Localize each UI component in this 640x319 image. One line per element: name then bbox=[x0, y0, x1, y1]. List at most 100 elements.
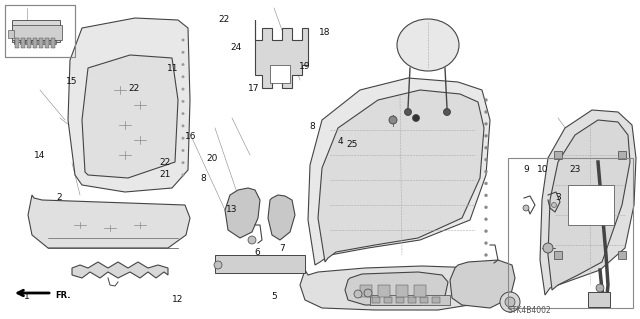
Text: 22: 22 bbox=[218, 15, 230, 24]
Bar bbox=[396, 297, 404, 303]
Bar bbox=[618, 151, 626, 159]
Text: 22: 22 bbox=[129, 84, 140, 93]
Bar bbox=[360, 285, 372, 297]
Circle shape bbox=[182, 63, 184, 66]
Text: 23: 23 bbox=[569, 165, 580, 174]
Circle shape bbox=[182, 112, 184, 115]
Bar bbox=[12, 20, 60, 42]
Circle shape bbox=[354, 290, 362, 298]
Bar bbox=[8, 30, 14, 38]
Text: 18: 18 bbox=[319, 28, 331, 37]
Text: 21: 21 bbox=[159, 170, 171, 179]
Text: 6: 6 bbox=[255, 248, 260, 256]
Circle shape bbox=[182, 137, 184, 139]
Bar bbox=[36, 30, 40, 40]
Bar bbox=[270, 65, 290, 83]
Polygon shape bbox=[548, 120, 630, 290]
Text: 1: 1 bbox=[24, 292, 29, 301]
Polygon shape bbox=[68, 18, 190, 192]
Circle shape bbox=[182, 174, 184, 176]
Bar bbox=[21, 38, 25, 48]
Bar bbox=[25, 30, 29, 40]
Circle shape bbox=[596, 284, 604, 292]
Circle shape bbox=[364, 289, 372, 297]
Bar bbox=[47, 30, 51, 40]
Circle shape bbox=[182, 88, 184, 90]
Polygon shape bbox=[268, 195, 295, 240]
Circle shape bbox=[214, 261, 222, 269]
Text: 20: 20 bbox=[207, 154, 218, 163]
Polygon shape bbox=[540, 110, 636, 295]
Circle shape bbox=[484, 122, 488, 125]
Bar bbox=[36, 40, 40, 44]
Circle shape bbox=[484, 182, 488, 185]
Polygon shape bbox=[255, 20, 308, 88]
Circle shape bbox=[182, 149, 184, 152]
Circle shape bbox=[484, 134, 488, 137]
Bar bbox=[568, 185, 614, 225]
Circle shape bbox=[182, 100, 184, 103]
Circle shape bbox=[182, 51, 184, 54]
Bar bbox=[39, 38, 43, 48]
Circle shape bbox=[248, 236, 256, 244]
Bar bbox=[52, 30, 56, 40]
Bar bbox=[31, 40, 34, 44]
Text: 14: 14 bbox=[34, 151, 45, 160]
Bar bbox=[420, 297, 428, 303]
Bar bbox=[414, 285, 426, 297]
Circle shape bbox=[444, 108, 451, 115]
Text: 4: 4 bbox=[338, 137, 343, 146]
Circle shape bbox=[484, 230, 488, 233]
Bar bbox=[52, 40, 56, 44]
Bar bbox=[372, 297, 380, 303]
Polygon shape bbox=[225, 188, 260, 238]
Text: 12: 12 bbox=[172, 295, 184, 304]
Bar bbox=[384, 297, 392, 303]
Bar bbox=[42, 30, 45, 40]
Polygon shape bbox=[450, 260, 515, 308]
Bar bbox=[25, 40, 29, 44]
Circle shape bbox=[523, 205, 529, 211]
Bar bbox=[12, 25, 62, 40]
Polygon shape bbox=[72, 262, 168, 278]
Bar bbox=[27, 38, 31, 48]
Polygon shape bbox=[345, 272, 448, 305]
Circle shape bbox=[500, 292, 520, 312]
Bar bbox=[554, 151, 562, 159]
Text: 11: 11 bbox=[167, 64, 179, 73]
Text: 13: 13 bbox=[226, 205, 237, 214]
Circle shape bbox=[552, 203, 557, 207]
Bar bbox=[45, 38, 49, 48]
Text: 25: 25 bbox=[346, 140, 358, 149]
Circle shape bbox=[182, 76, 184, 78]
Circle shape bbox=[484, 158, 488, 161]
Bar bbox=[618, 251, 626, 259]
Text: 22: 22 bbox=[159, 158, 171, 167]
Bar bbox=[14, 30, 17, 40]
Bar bbox=[215, 255, 305, 273]
Circle shape bbox=[484, 170, 488, 173]
Circle shape bbox=[404, 108, 412, 115]
Bar bbox=[42, 40, 45, 44]
Circle shape bbox=[413, 115, 419, 122]
Bar bbox=[408, 297, 416, 303]
Bar bbox=[33, 38, 37, 48]
Text: 15: 15 bbox=[66, 77, 77, 86]
Text: STK4B4002: STK4B4002 bbox=[508, 306, 552, 315]
Bar bbox=[51, 38, 55, 48]
Bar bbox=[508, 158, 633, 308]
Circle shape bbox=[484, 194, 488, 197]
Polygon shape bbox=[300, 266, 498, 310]
Polygon shape bbox=[82, 55, 178, 178]
Text: 19: 19 bbox=[299, 62, 310, 71]
Circle shape bbox=[484, 146, 488, 149]
Bar bbox=[19, 40, 23, 44]
Circle shape bbox=[182, 161, 184, 164]
Circle shape bbox=[484, 218, 488, 221]
Bar bbox=[588, 292, 610, 307]
Bar bbox=[47, 40, 51, 44]
Bar bbox=[31, 30, 34, 40]
Text: 8: 8 bbox=[201, 174, 206, 183]
Bar bbox=[370, 295, 450, 305]
Text: 7: 7 bbox=[279, 244, 284, 253]
